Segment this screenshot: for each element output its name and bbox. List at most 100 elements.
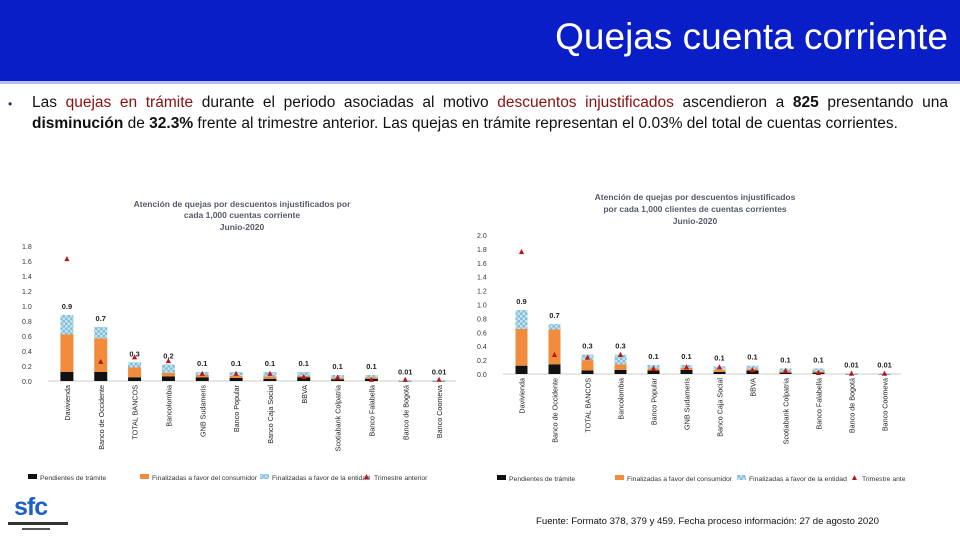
- trimestre-marker: [131, 354, 138, 360]
- summary-text: frente al trimestre anterior. Las quejas…: [193, 114, 898, 132]
- y-tick-label: 2.0: [477, 233, 487, 240]
- category-label: TOTAL BANCOS: [584, 378, 593, 433]
- category-label: Banco Caja Social: [266, 385, 275, 444]
- data-label: 0.2: [163, 352, 173, 361]
- data-label: 0.1: [332, 362, 342, 371]
- bar-segment: [515, 365, 528, 374]
- category-label: Banco Falabella: [815, 378, 824, 430]
- y-tick-label: 1.0: [477, 303, 487, 310]
- y-tick-label: 1.2: [477, 289, 487, 296]
- bar-segment: [779, 372, 792, 374]
- category-label: Davivienda: [518, 378, 527, 414]
- trimestre-marker: [749, 367, 756, 373]
- category-label: BBVA: [749, 378, 758, 397]
- summary-highlight: descuentos injustificados: [497, 94, 674, 111]
- bullet-icon: •: [8, 97, 13, 111]
- bar-segment: [548, 323, 561, 330]
- category-label: Banco de Bogotá: [848, 378, 857, 433]
- summary-text: de: [123, 114, 150, 132]
- legend-swatch: [260, 474, 269, 479]
- bar-segment: [364, 375, 378, 378]
- logo-text: sfc: [14, 493, 48, 521]
- category-label: BBVA: [300, 385, 309, 404]
- data-label: 0.1: [197, 359, 207, 368]
- y-tick-label: 0.0: [22, 379, 32, 386]
- y-tick-label: 1.4: [477, 275, 487, 282]
- category-label: Banco Popular: [232, 384, 241, 432]
- bar-segment: [713, 369, 726, 372]
- trimestre-marker: [233, 370, 239, 376]
- chart-title: Atención de quejas por descuentos injust…: [134, 199, 351, 209]
- data-label: 0.1: [780, 355, 790, 364]
- bar-segment: [515, 310, 528, 329]
- trimestre-marker: [165, 357, 172, 364]
- bar-segment: [614, 354, 627, 365]
- data-label: 0.1: [813, 355, 823, 364]
- y-tick-label: 1.8: [477, 247, 487, 254]
- header-bar: Quejas cuenta corriente: [0, 0, 960, 84]
- legend-label: Trimestre anterior: [862, 476, 905, 483]
- legend-swatch: [737, 475, 746, 480]
- data-label: 0.7: [549, 311, 559, 320]
- chart-left: Atención de quejas por descuentos injust…: [22, 199, 456, 482]
- chart-title: Junio-2020: [220, 222, 265, 232]
- data-label: 0.9: [62, 302, 72, 311]
- bar-segment: [161, 372, 175, 377]
- category-label: Banco Popular: [650, 377, 659, 425]
- data-label: 0.1: [366, 362, 376, 371]
- bar-segment: [548, 329, 561, 365]
- legend-label: Pendientes de trámite: [40, 475, 106, 482]
- summary-text: Las: [32, 94, 66, 111]
- header-divider: [0, 81, 960, 84]
- category-label: Banco Caja Social: [716, 378, 725, 437]
- trimestre-marker: [199, 370, 205, 376]
- sfc-logo: sfc: [8, 493, 70, 535]
- bar-segment: [161, 376, 175, 381]
- legend-label: Pendientes de trámite: [509, 476, 575, 483]
- legend-label: Trimestre anterior: [374, 475, 428, 482]
- y-tick-label: 1.6: [22, 259, 32, 266]
- y-tick-label: 1.6: [477, 261, 487, 268]
- bar-segment: [229, 375, 243, 378]
- data-label: 0.1: [265, 359, 275, 368]
- trimestre-marker: [267, 370, 273, 376]
- bar-segment: [746, 370, 759, 374]
- bar-segment: [195, 377, 209, 381]
- trimestre-marker: [815, 369, 822, 376]
- category-label: Banco Coomeva: [881, 378, 890, 431]
- y-tick-label: 1.0: [22, 304, 32, 311]
- y-tick-label: 0.2: [477, 358, 487, 365]
- bar-segment: [161, 364, 175, 373]
- data-label: 0.01: [432, 367, 447, 376]
- bar-segment: [229, 378, 243, 381]
- y-tick-label: 0.0: [477, 372, 487, 379]
- summary-paragraph: Las quejas en trámite durante el periodo…: [32, 93, 948, 134]
- category-label: Banco Falabella: [367, 385, 376, 437]
- legend-swatch: [852, 475, 857, 480]
- y-tick-label: 1.8: [22, 244, 32, 251]
- trimestre-marker: [301, 373, 307, 379]
- bar-segment: [548, 364, 561, 374]
- trimestre-marker: [881, 370, 888, 376]
- trimestre-marker: [683, 364, 690, 370]
- trimestre-marker: [518, 248, 525, 255]
- trimestre-marker: [334, 374, 341, 380]
- trimestre-marker: [551, 351, 558, 357]
- data-label: 0.1: [299, 359, 309, 368]
- y-tick-label: 1.2: [22, 289, 32, 296]
- bar-segment: [60, 315, 74, 335]
- data-label: 0.01: [877, 360, 892, 369]
- data-label: 0.1: [747, 353, 757, 362]
- data-label: 0.3: [129, 349, 139, 358]
- bar-segment: [647, 370, 660, 374]
- summary-text: durante el periodo asociadas al motivo: [193, 94, 498, 111]
- bar-segment: [60, 334, 74, 372]
- category-label: Scotiabank Colpatria: [782, 378, 791, 444]
- trimestre-marker: [402, 376, 408, 382]
- y-tick-label: 0.2: [22, 364, 32, 371]
- bar-segment: [581, 370, 594, 374]
- category-label: TOTAL BANCOS: [131, 385, 140, 440]
- category-label: Banco de Occidente: [551, 378, 560, 443]
- legend-swatch: [28, 474, 37, 479]
- bar-segment: [614, 364, 627, 370]
